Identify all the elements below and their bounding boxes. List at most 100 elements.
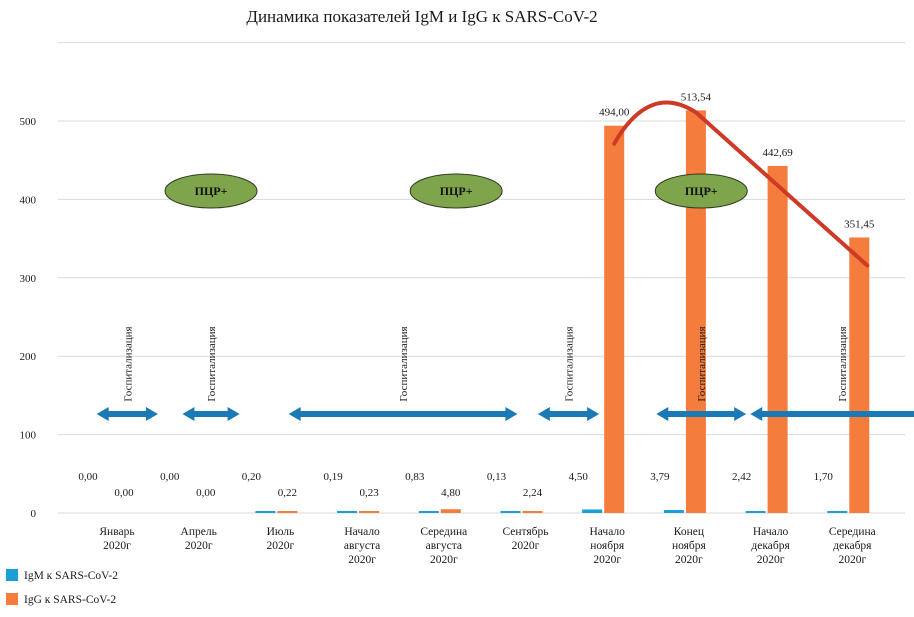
- pcr-ellipse: [409, 173, 503, 209]
- data-label: 513,54: [681, 91, 712, 103]
- category-label: Середина: [420, 526, 467, 538]
- category-label: Середина: [829, 526, 876, 538]
- data-label: 2,42: [732, 471, 751, 483]
- hospitalization-arrow: Госпитализация: [537, 326, 600, 421]
- bar-igm: [255, 511, 276, 513]
- arrow-head-right: [734, 407, 747, 421]
- category-label: Начало: [589, 526, 625, 538]
- bar-igg: [522, 511, 543, 513]
- y-tick-label: 400: [20, 194, 37, 206]
- y-axis-ticks: 0 100 200 300 400 500: [20, 116, 37, 520]
- data-label: 4,80: [441, 487, 461, 499]
- arrow-head-right: [587, 407, 600, 421]
- y-tick-label: 0: [31, 508, 37, 520]
- data-label: 0,00: [160, 471, 180, 483]
- y-tick-label: 100: [20, 430, 37, 442]
- arrow-head-left: [750, 407, 763, 421]
- pcr-ellipse: [164, 173, 258, 209]
- bar-igg: [767, 165, 788, 514]
- chart-title: Динамика показателей IgM и IgG к SARS-Co…: [246, 7, 597, 26]
- category-label: Июль: [267, 526, 295, 538]
- bar-igm: [663, 510, 684, 513]
- category-label: Начало: [344, 526, 380, 538]
- y-tick-label: 200: [20, 351, 37, 363]
- bar-igg: [359, 511, 380, 513]
- arrow-head-left: [182, 407, 195, 421]
- pcr-badge: ПЦР+: [164, 173, 258, 209]
- data-label: 0,19: [323, 471, 343, 483]
- data-label: 0,00: [114, 487, 134, 499]
- category-label: 2020г: [838, 554, 866, 566]
- data-label: 2,24: [523, 487, 543, 499]
- data-label: 494,00: [599, 107, 630, 119]
- category-label: 2020г: [512, 540, 540, 552]
- pcr-ellipse: [654, 173, 748, 209]
- pcr-badge: ПЦР+: [654, 173, 748, 209]
- data-label: 0,20: [242, 471, 262, 483]
- category-labels: Январь 2020г Апрель 2020г Июль 2020г Начало авг…: [99, 526, 875, 566]
- arrow-head-right: [505, 407, 518, 421]
- arrow-head-left: [537, 407, 550, 421]
- pcr-label: ПЦР+: [685, 184, 718, 198]
- category-label: ноября: [672, 540, 707, 552]
- hospitalization-arrow: Госпитализация: [750, 326, 914, 421]
- bar-igg: [440, 509, 461, 513]
- data-label: 3,79: [650, 471, 670, 483]
- hospitalization-arrow: Госпитализация: [182, 326, 240, 421]
- data-label: 1,70: [814, 471, 834, 483]
- category-label: 2020г: [593, 554, 621, 566]
- trend-line: [612, 100, 870, 268]
- y-tick-label: 500: [20, 116, 37, 128]
- data-label: 4,50: [569, 471, 589, 483]
- category-label: ноября: [590, 540, 625, 552]
- arrow-head-right: [145, 407, 158, 421]
- annotations: Госпитализация Госпитализация Госпитализац…: [96, 100, 914, 421]
- bar-igm: [827, 511, 848, 513]
- hospitalization-label: Госпитализация: [206, 326, 218, 401]
- bar-igm: [582, 509, 603, 513]
- bar-igg: [277, 511, 298, 513]
- bar-igm: [500, 511, 521, 513]
- category-label: Январь: [99, 526, 134, 538]
- category-label: декабря: [833, 540, 872, 552]
- data-label: 0,23: [359, 487, 379, 499]
- data-label: 0,13: [487, 471, 507, 483]
- hospitalization-label: Госпитализация: [837, 326, 849, 401]
- category-label: 2020г: [267, 540, 295, 552]
- arrow-head-left: [96, 407, 109, 421]
- category-label: декабря: [751, 540, 790, 552]
- category-label: 2020г: [430, 554, 458, 566]
- category-label: Начало: [753, 526, 789, 538]
- pcr-label: ПЦР+: [440, 184, 473, 198]
- data-label: 0,00: [78, 471, 98, 483]
- category-label: 2020г: [675, 554, 703, 566]
- legend-swatch: [6, 593, 18, 605]
- bar-igg: [849, 237, 870, 513]
- data-label: 0,22: [278, 487, 297, 499]
- category-label: Апрель: [181, 526, 217, 538]
- data-label: 0,83: [405, 471, 425, 483]
- hospitalization-arrow: Госпитализация: [656, 326, 747, 421]
- bar-igm: [337, 511, 358, 513]
- category-label: Сентябрь: [502, 526, 548, 538]
- data-label: 0,00: [196, 487, 216, 499]
- category-label: августа: [426, 540, 462, 552]
- pcr-label: ПЦР+: [195, 184, 228, 198]
- legend-label: IgG к SARS-CoV-2: [24, 594, 116, 606]
- data-label: 442,69: [762, 147, 793, 159]
- bar-igg: [604, 125, 625, 513]
- category-label: 2020г: [348, 554, 376, 566]
- hospitalization-label: Госпитализация: [398, 326, 410, 401]
- hospitalization-arrow: Госпитализация: [96, 326, 158, 421]
- hospitalization-label: Госпитализация: [563, 326, 575, 401]
- legend-label: IgM к SARS-CoV-2: [24, 570, 118, 582]
- category-label: Конец: [674, 526, 704, 538]
- data-labels: 0,00 0,00 0,20 0,19 0,83 0,13 4,50 3,79 2,42 1,70…: [78, 91, 875, 499]
- pcr-badge: ПЦР+: [409, 173, 503, 209]
- bar-igm: [745, 511, 766, 513]
- arrow-head-left: [288, 407, 301, 421]
- hospitalization-label: Госпитализация: [696, 326, 708, 401]
- category-label: 2020г: [185, 540, 213, 552]
- y-tick-label: 300: [20, 273, 37, 285]
